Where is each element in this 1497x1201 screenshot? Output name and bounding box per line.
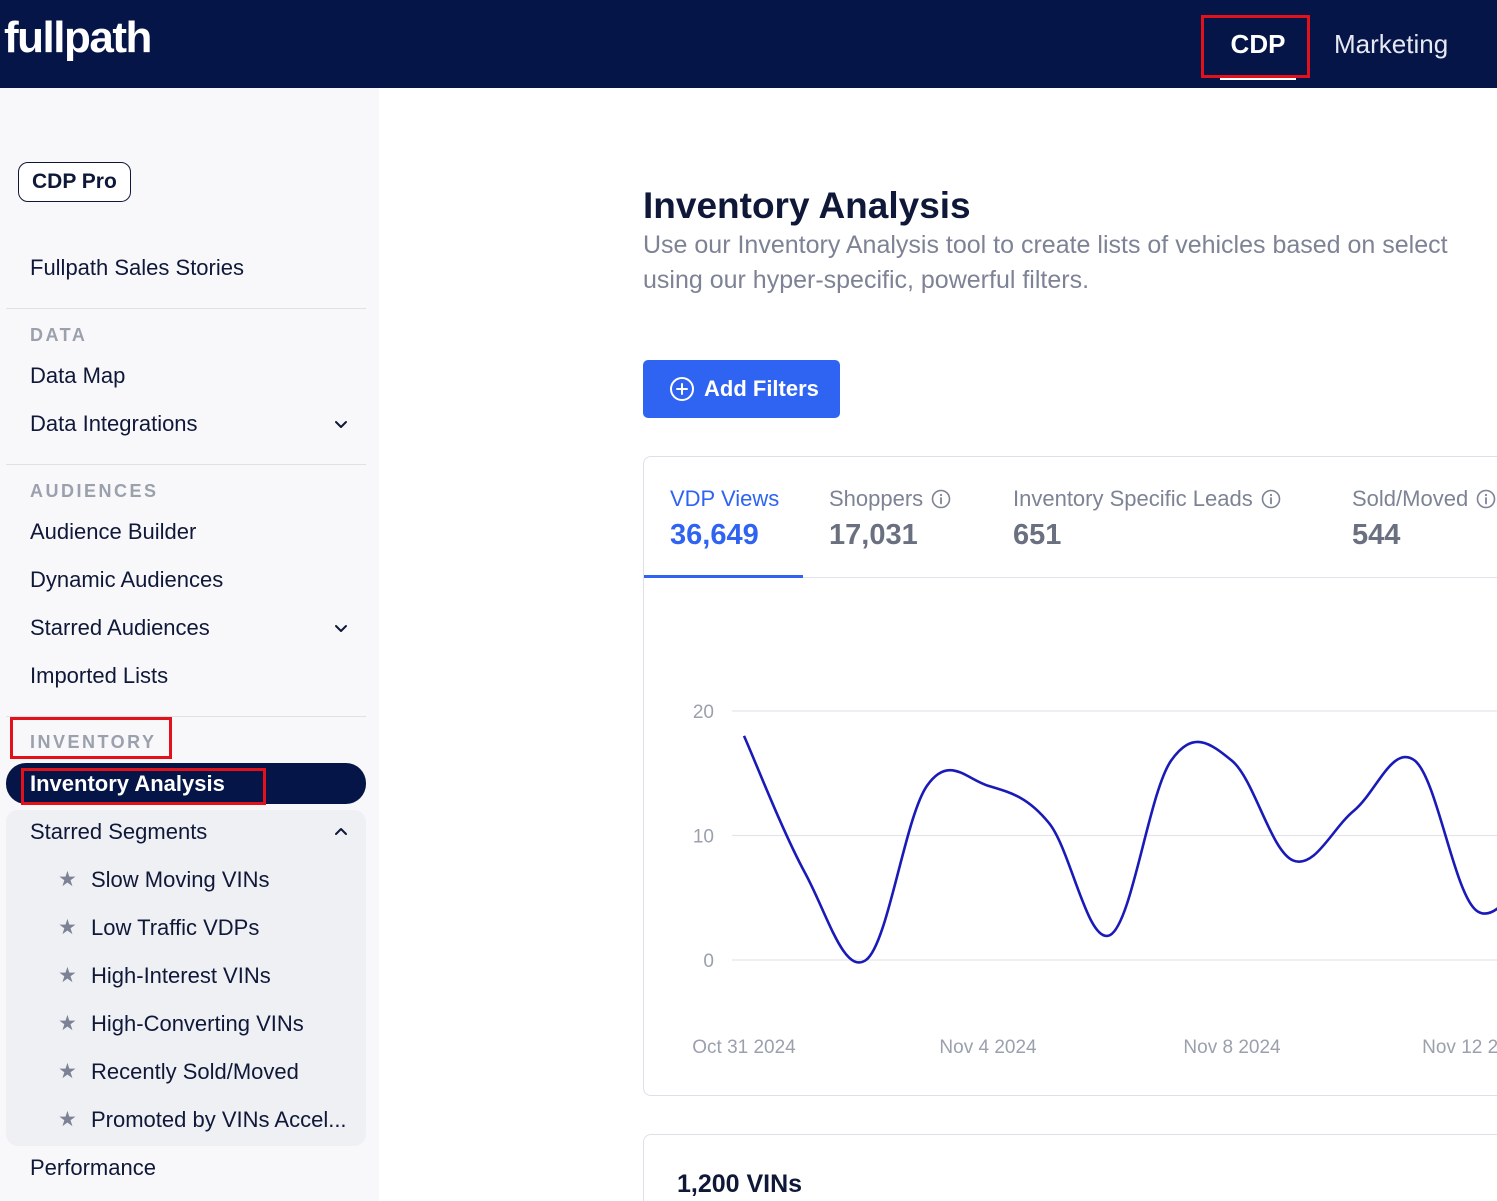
sidebar-item-performance[interactable]: Performance: [30, 1155, 156, 1180]
description-line: Use our Inventory Analysis tool to creat…: [643, 231, 1448, 259]
y-tick-label: 10: [693, 827, 714, 848]
tab-cdp[interactable]: CDP: [1220, 0, 1296, 88]
starred-segment-item[interactable]: ★ Slow Moving VINs: [58, 866, 270, 894]
starred-segment-item[interactable]: ★ High-Converting VINs: [58, 1010, 304, 1038]
sidebar: CDP Pro Fullpath Sales Stories DATA Data…: [0, 88, 379, 1201]
metric-value: 544: [1352, 519, 1401, 551]
metrics-chart-card: [643, 456, 1497, 1096]
tab-marketing-label: Marketing: [1334, 28, 1449, 59]
star-icon: ★: [58, 964, 77, 987]
top-navbar: fullpath CDP Marketing: [0, 0, 1497, 88]
data-point[interactable]: [860, 954, 872, 966]
vins-count: 1,200 VINs: [677, 1170, 803, 1198]
data-point[interactable]: [738, 730, 750, 742]
star-icon: ★: [58, 1060, 77, 1083]
description-line: using our hyper-specific, powerful filte…: [643, 266, 1090, 294]
info-icon[interactable]: [1476, 489, 1496, 509]
chevron-up-icon[interactable]: [332, 823, 350, 841]
metric-value: 36,649: [670, 519, 759, 551]
data-point[interactable]: [1104, 929, 1116, 941]
metric-tab-sold-moved[interactable]: Sold/Moved 544: [1352, 486, 1496, 552]
sidebar-item-data-map[interactable]: Data Map: [30, 363, 126, 388]
sidebar-item-audience-builder[interactable]: Audience Builder: [30, 519, 197, 544]
series-line-vdp-views: [742, 735, 1497, 964]
vins-card: [643, 1134, 1497, 1201]
sidebar-divider: [6, 716, 366, 717]
metric-value: 17,031: [829, 519, 918, 551]
data-point[interactable]: [799, 867, 811, 879]
sidebar-item-imported-lists[interactable]: Imported Lists: [30, 663, 169, 688]
y-tick-label: 20: [693, 702, 714, 723]
segment-label: Recently Sold/Moved: [91, 1059, 299, 1084]
tab-cdp-label: CDP: [1230, 28, 1286, 59]
add-filters-label: Add Filters: [704, 376, 819, 401]
vdp-views-line-chart: 0 10 20 Oct 31 2024 Nov 4 2024 Nov 8 2024 Nov …: [692, 702, 1497, 1058]
fullpath-logo[interactable]: fullpath: [4, 13, 152, 62]
active-tab-indicator: [1220, 76, 1296, 80]
add-filters-button[interactable]: Add Filters: [643, 360, 840, 418]
starred-segment-item[interactable]: ★ High-Interest VINs: [58, 962, 271, 990]
metric-tab-shoppers[interactable]: Shoppers 17,031: [829, 486, 951, 552]
data-point[interactable]: [1043, 817, 1055, 829]
star-icon: ★: [58, 868, 77, 891]
sidebar-item-starred-segments[interactable]: Starred Segments: [30, 819, 208, 844]
star-icon: ★: [58, 1108, 77, 1131]
metric-label: Shoppers: [829, 486, 924, 511]
segment-label: Promoted by VINs Accel...: [91, 1107, 347, 1132]
data-point[interactable]: [1226, 755, 1238, 767]
starred-segment-item[interactable]: ★ Low Traffic VDPs: [58, 914, 259, 942]
metric-tab-vdp-views[interactable]: VDP Views 36,649: [670, 486, 779, 552]
x-tick-label: Nov 12 2024: [1422, 1037, 1497, 1058]
x-tick-label: Nov 4 2024: [939, 1037, 1037, 1058]
segment-label: High-Converting VINs: [91, 1011, 304, 1036]
sidebar-item-data-integrations[interactable]: Data Integrations: [30, 411, 198, 436]
data-point[interactable]: [1165, 755, 1177, 767]
page-description: Use our Inventory Analysis tool to creat…: [643, 228, 1497, 298]
info-icon[interactable]: [1261, 489, 1281, 509]
metric-label: Sold/Moved: [1352, 486, 1469, 511]
data-point[interactable]: [1409, 755, 1421, 767]
star-icon: ★: [58, 1012, 77, 1035]
tab-marketing[interactable]: Marketing: [1334, 0, 1448, 88]
data-point[interactable]: [1287, 854, 1299, 866]
star-icon: ★: [58, 916, 77, 939]
segment-label: Low Traffic VDPs: [91, 915, 260, 940]
segment-label: Slow Moving VINs: [91, 867, 270, 892]
info-icon[interactable]: [931, 489, 951, 509]
metrics-divider: [644, 577, 1497, 578]
cdp-pro-badge: CDP Pro: [18, 162, 131, 202]
page-title: Inventory Analysis: [643, 185, 971, 226]
sidebar-item-starred-audiences[interactable]: Starred Audiences: [30, 615, 210, 640]
plus-circle-icon: [670, 377, 694, 401]
chevron-down-icon[interactable]: [332, 619, 350, 637]
metric-tab-inventory-specific-leads[interactable]: Inventory Specific Leads 651: [1013, 486, 1281, 552]
metric-label: Inventory Specific Leads: [1013, 486, 1253, 511]
data-point[interactable]: [921, 780, 933, 792]
x-tick-label: Oct 31 2024: [692, 1037, 796, 1058]
data-point[interactable]: [1470, 904, 1482, 916]
segment-label: High-Interest VINs: [91, 963, 271, 988]
active-metric-indicator: [644, 575, 803, 578]
metric-value: 651: [1013, 519, 1062, 551]
sidebar-divider: [6, 308, 366, 309]
section-title-audiences: AUDIENCES: [30, 481, 159, 501]
sidebar-item-label: Inventory Analysis: [30, 771, 225, 796]
x-tick-label: Nov 8 2024: [1183, 1037, 1281, 1058]
chevron-down-icon[interactable]: [332, 415, 350, 433]
sidebar-item-sales-stories[interactable]: Fullpath Sales Stories: [30, 255, 244, 280]
metric-label: VDP Views: [670, 486, 780, 511]
section-title-inventory: INVENTORY: [30, 732, 157, 752]
sidebar-item-dynamic-audiences[interactable]: Dynamic Audiences: [30, 567, 224, 592]
y-tick-label: 0: [703, 951, 714, 972]
data-point[interactable]: [1348, 805, 1360, 817]
sidebar-divider: [6, 464, 366, 465]
section-title-data: DATA: [30, 325, 88, 345]
data-point[interactable]: [982, 780, 994, 792]
starred-segments-panel: [6, 810, 366, 1146]
starred-segment-item[interactable]: ★ Recently Sold/Moved: [58, 1058, 299, 1086]
starred-segment-item[interactable]: ★ Promoted by VINs Accel...: [58, 1106, 347, 1134]
